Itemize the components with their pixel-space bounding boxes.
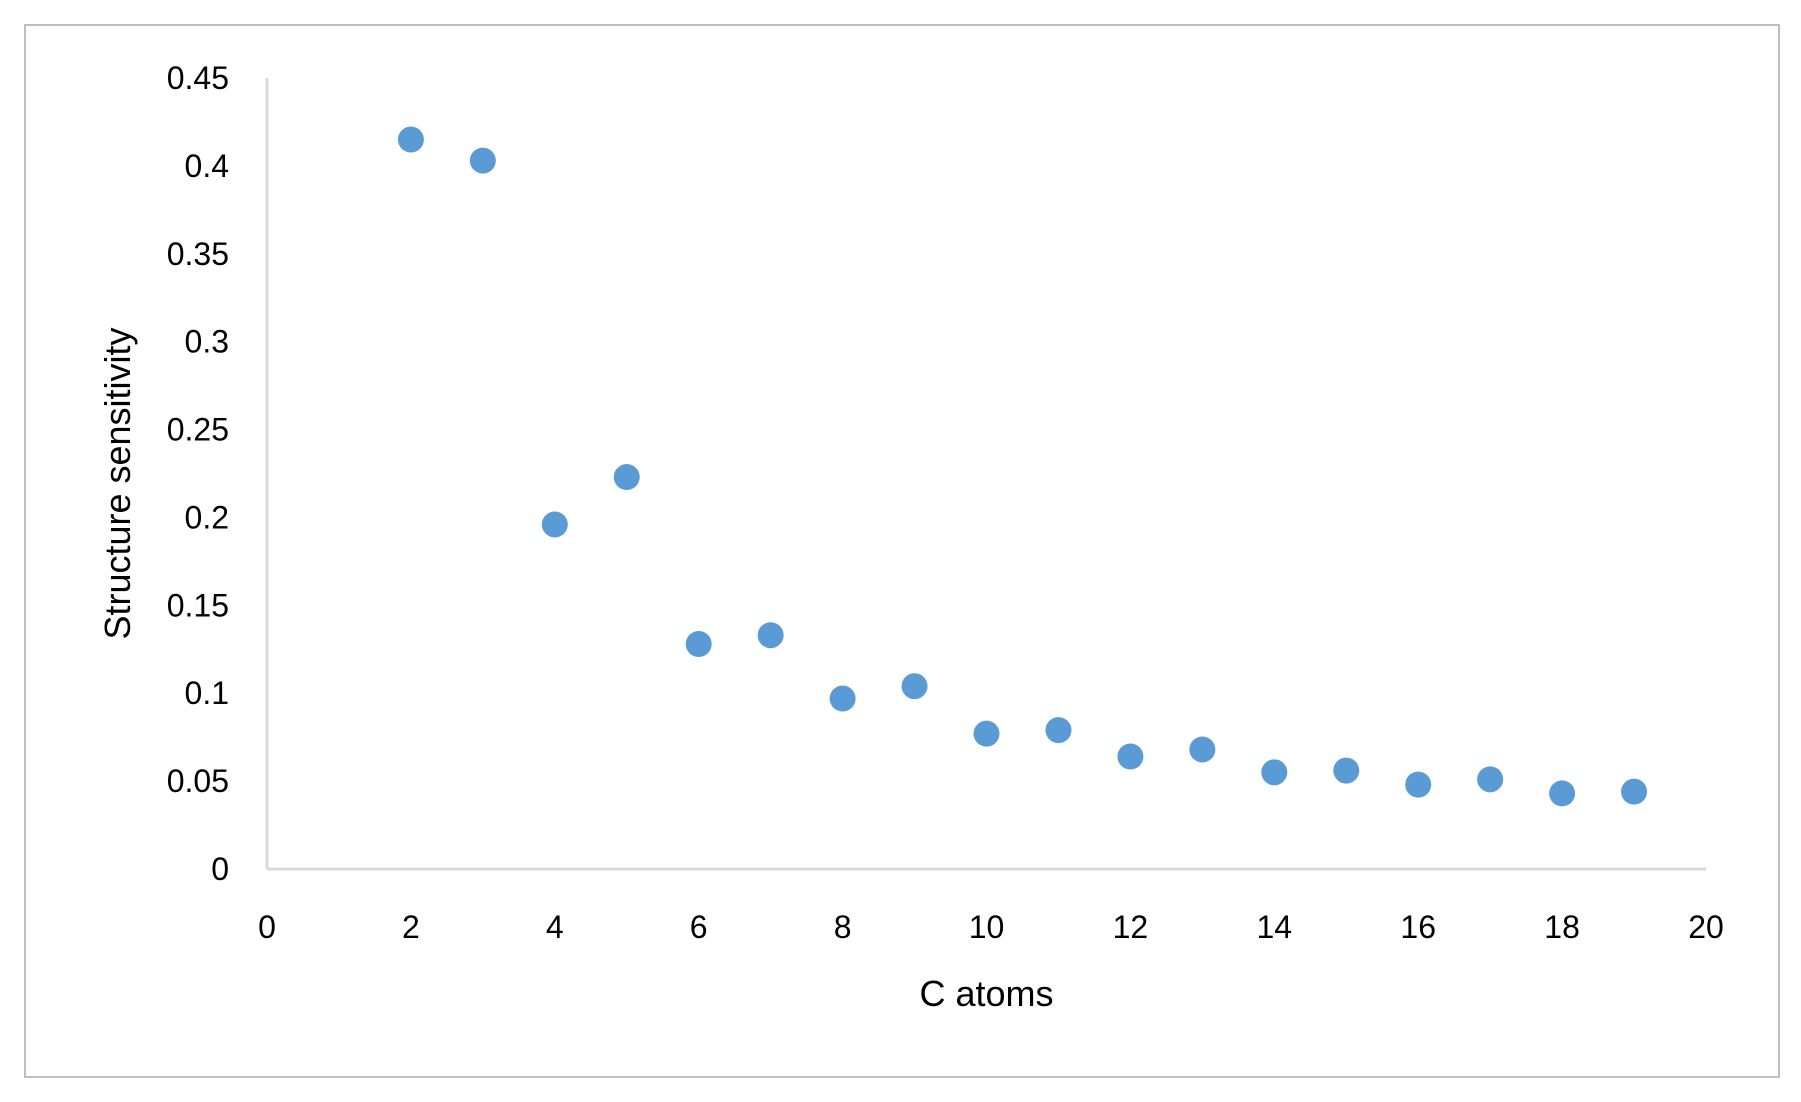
x-tick-label: 12 — [1113, 909, 1149, 945]
data-point — [1189, 736, 1216, 763]
data-point — [1549, 780, 1576, 807]
x-tick-label: 8 — [834, 909, 852, 945]
x-axis-title: C atoms — [919, 973, 1053, 1014]
data-point — [1261, 759, 1288, 786]
y-tick-label: 0.2 — [185, 499, 229, 535]
x-tick-label: 14 — [1257, 909, 1293, 945]
y-tick-label: 0 — [211, 851, 229, 887]
x-tick-label: 6 — [690, 909, 708, 945]
data-point — [1333, 757, 1360, 784]
y-tick-label: 0.4 — [185, 148, 229, 184]
data-point — [901, 673, 928, 700]
marks-layer — [397, 126, 1648, 807]
y-tick-label: 0.45 — [167, 60, 229, 96]
x-tick-label: 4 — [546, 909, 564, 945]
x-tick-label: 0 — [258, 909, 276, 945]
chart-border — [24, 24, 1780, 1078]
data-point — [613, 464, 640, 491]
data-point — [1477, 766, 1504, 793]
y-axis-title: Structure sensitivity — [97, 327, 138, 639]
x-tick-label: 2 — [402, 909, 420, 945]
data-point — [1621, 778, 1648, 805]
x-tick-label: 18 — [1544, 909, 1580, 945]
data-point — [1045, 717, 1072, 744]
y-tick-label: 0.25 — [167, 412, 229, 448]
data-point — [973, 720, 1000, 747]
data-point — [397, 126, 424, 153]
tick-labels: 0 0.05 0.1 0.15 0.2 0.25 0.3 0.35 0.4 0.45 0 2 4 6 8 10… — [167, 60, 1724, 945]
x-tick-label: 10 — [969, 909, 1005, 945]
data-point — [541, 511, 568, 538]
data-point — [685, 631, 712, 658]
data-point — [829, 685, 856, 712]
y-tick-label: 0.3 — [185, 324, 229, 360]
y-tick-label: 0.15 — [167, 587, 229, 623]
y-tick-label: 0.05 — [167, 763, 229, 799]
x-tick-label: 20 — [1688, 909, 1724, 945]
y-tick-label: 0.35 — [167, 236, 229, 272]
axes-layer — [265, 78, 1706, 871]
data-point — [1117, 743, 1144, 770]
data-point — [757, 622, 784, 649]
x-tick-label: 16 — [1400, 909, 1436, 945]
data-point — [1405, 771, 1432, 798]
data-point — [469, 147, 496, 174]
y-tick-label: 0.1 — [185, 675, 229, 711]
